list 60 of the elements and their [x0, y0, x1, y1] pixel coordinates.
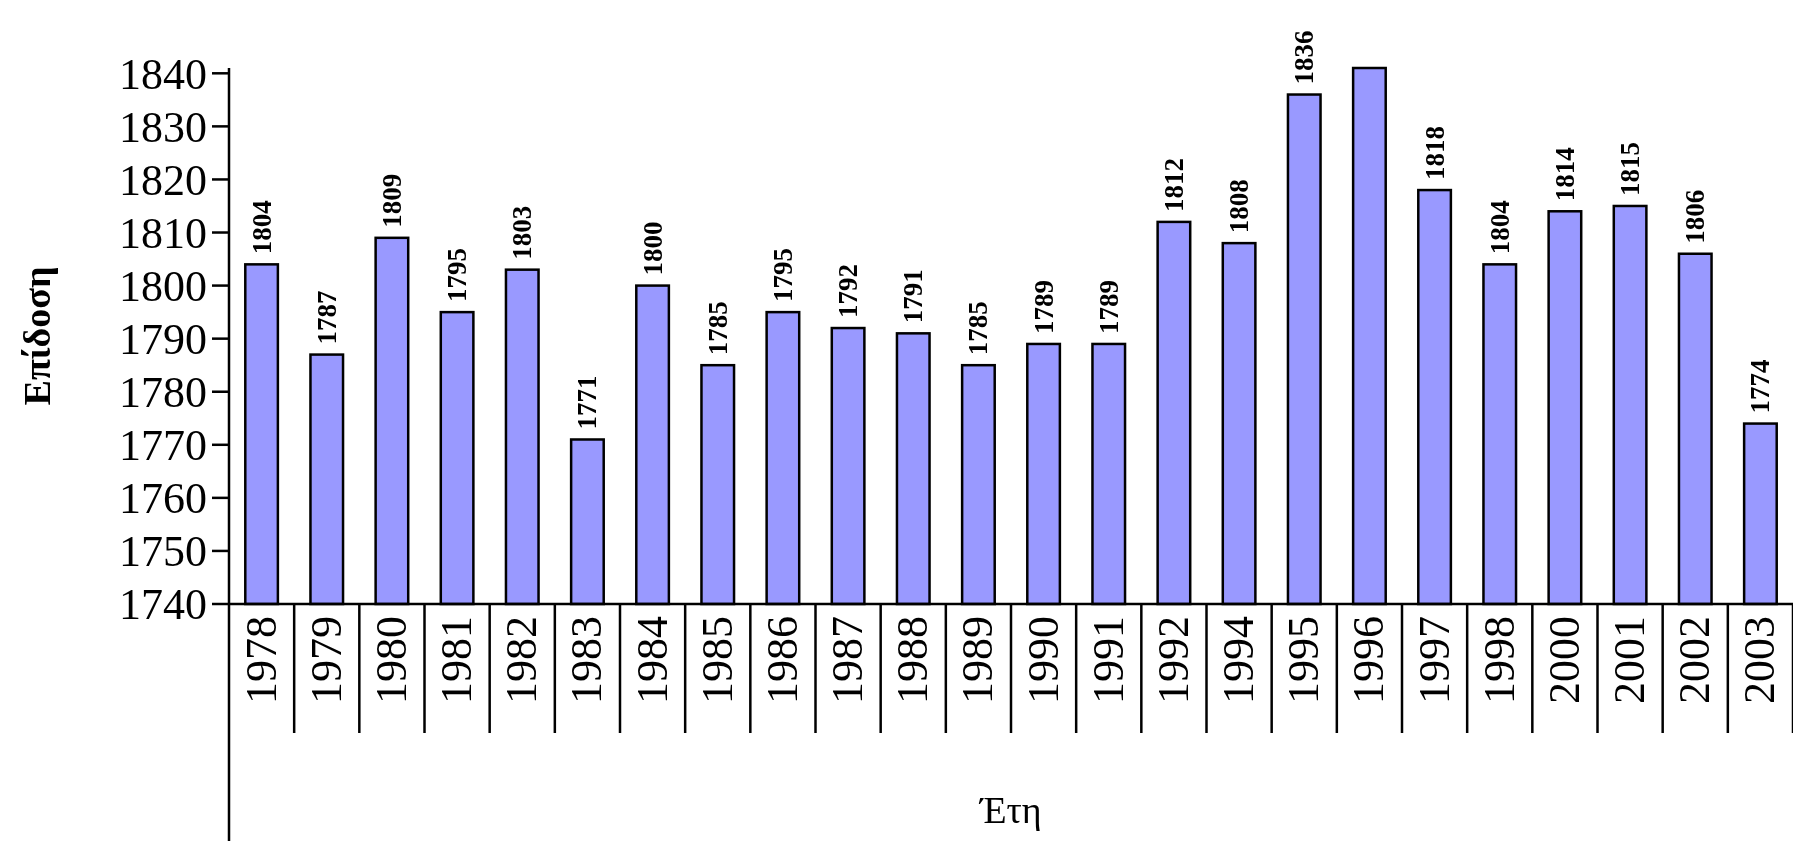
x-tick-label: 1996: [1344, 616, 1394, 704]
x-tick-label: 2002: [1670, 616, 1720, 704]
y-tick-label: 1780: [119, 368, 207, 418]
y-tick-label: 1840: [119, 49, 207, 99]
y-tick-label: 1740: [119, 580, 207, 630]
data-label: 1804: [246, 200, 277, 255]
data-label: 1771: [572, 375, 603, 430]
x-tick-label: 1980: [366, 616, 416, 704]
x-tick-label: 1984: [627, 616, 677, 704]
x-tick-label: 1995: [1279, 616, 1329, 704]
x-tick-label: 1990: [1018, 616, 1068, 704]
data-label: 1774: [1745, 359, 1776, 414]
x-tick-label: 2003: [1735, 616, 1785, 704]
x-tick-label: 2001: [1605, 616, 1655, 704]
data-label: 1791: [898, 269, 929, 324]
x-tick-label: 1998: [1474, 616, 1524, 704]
data-label: 1818: [1419, 126, 1450, 181]
data-label: 1812: [1158, 157, 1189, 212]
y-tick-label: 1820: [119, 155, 207, 205]
data-label: 1809: [376, 173, 407, 228]
x-tick-label: 1986: [757, 616, 807, 704]
data-label: 1815: [1615, 141, 1646, 196]
y-tick-label: 1770: [119, 421, 207, 471]
x-tick-label: 1988: [888, 616, 938, 704]
data-label: 1789: [1093, 279, 1124, 334]
data-label: 1795: [442, 248, 473, 303]
data-label: 1787: [311, 290, 342, 345]
y-tick-label: 1810: [119, 208, 207, 258]
x-tick-label: 1983: [562, 616, 612, 704]
data-label: 1804: [1484, 200, 1515, 255]
x-axis-title: Έτη: [978, 789, 1042, 831]
data-label: 1792: [833, 264, 864, 319]
y-axis-title: Επίδοση: [16, 266, 58, 406]
x-tick-label: 1989: [953, 616, 1003, 704]
x-tick-label: 1982: [497, 616, 547, 704]
data-label: 1800: [637, 221, 668, 276]
data-label: 1836: [1289, 30, 1320, 85]
x-tick-label: 1997: [1409, 616, 1459, 704]
data-label: 1785: [702, 301, 733, 356]
data-label: 1806: [1680, 189, 1711, 244]
data-label: 1808: [1224, 179, 1255, 234]
x-tick-label: 1994: [1214, 616, 1264, 704]
data-label: 1789: [1028, 279, 1059, 334]
y-tick-label: 1760: [119, 474, 207, 524]
data-label: 1795: [767, 248, 798, 303]
x-tick-label: 1979: [301, 616, 351, 704]
y-tick-label: 1790: [119, 315, 207, 365]
data-label: 1785: [963, 301, 994, 356]
x-tick-label: 1981: [432, 616, 482, 704]
y-tick-label: 1750: [119, 527, 207, 577]
data-label: 1814: [1549, 147, 1580, 202]
x-tick-label: 1992: [1148, 616, 1198, 704]
y-tick-label: 1830: [119, 102, 207, 152]
x-tick-label: 2000: [1539, 616, 1589, 704]
x-tick-label: 1991: [1083, 616, 1133, 704]
x-tick-label: 1978: [236, 616, 286, 704]
data-label: 1803: [507, 205, 538, 260]
y-tick-label: 1800: [119, 261, 207, 311]
x-tick-label: 1987: [823, 616, 873, 704]
x-tick-label: 1985: [692, 616, 742, 704]
